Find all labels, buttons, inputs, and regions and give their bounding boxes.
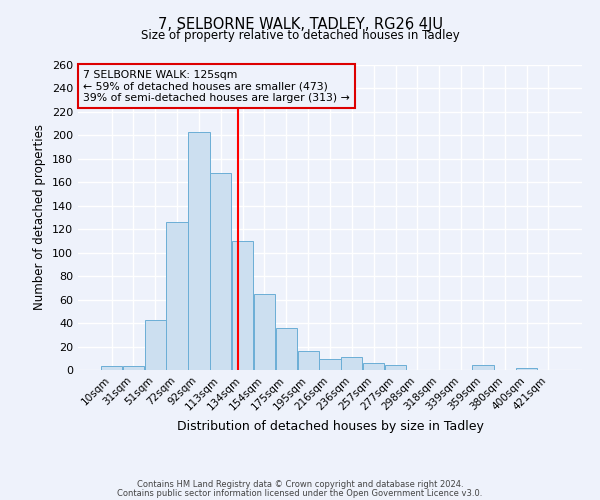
Text: 7, SELBORNE WALK, TADLEY, RG26 4JU: 7, SELBORNE WALK, TADLEY, RG26 4JU	[157, 18, 443, 32]
Bar	[232, 241, 253, 370]
Text: Contains HM Land Registry data © Crown copyright and database right 2024.: Contains HM Land Registry data © Crown c…	[137, 480, 463, 489]
X-axis label: Distribution of detached houses by size in Tadley: Distribution of detached houses by size …	[176, 420, 484, 433]
Text: Contains public sector information licensed under the Open Government Licence v3: Contains public sector information licen…	[118, 489, 482, 498]
Bar	[341, 357, 362, 370]
Bar	[145, 320, 166, 370]
Bar	[298, 351, 319, 370]
Text: 7 SELBORNE WALK: 125sqm
← 59% of detached houses are smaller (473)
39% of semi-d: 7 SELBORNE WALK: 125sqm ← 59% of detache…	[83, 70, 350, 103]
Y-axis label: Number of detached properties: Number of detached properties	[34, 124, 46, 310]
Bar	[188, 132, 209, 370]
Bar	[363, 363, 384, 370]
Bar	[276, 328, 297, 370]
Bar	[166, 222, 188, 370]
Bar	[516, 368, 537, 370]
Bar	[101, 366, 122, 370]
Bar	[472, 366, 494, 370]
Bar	[385, 366, 406, 370]
Bar	[254, 294, 275, 370]
Bar	[319, 360, 341, 370]
Text: Size of property relative to detached houses in Tadley: Size of property relative to detached ho…	[140, 28, 460, 42]
Bar	[210, 173, 232, 370]
Bar	[123, 366, 144, 370]
